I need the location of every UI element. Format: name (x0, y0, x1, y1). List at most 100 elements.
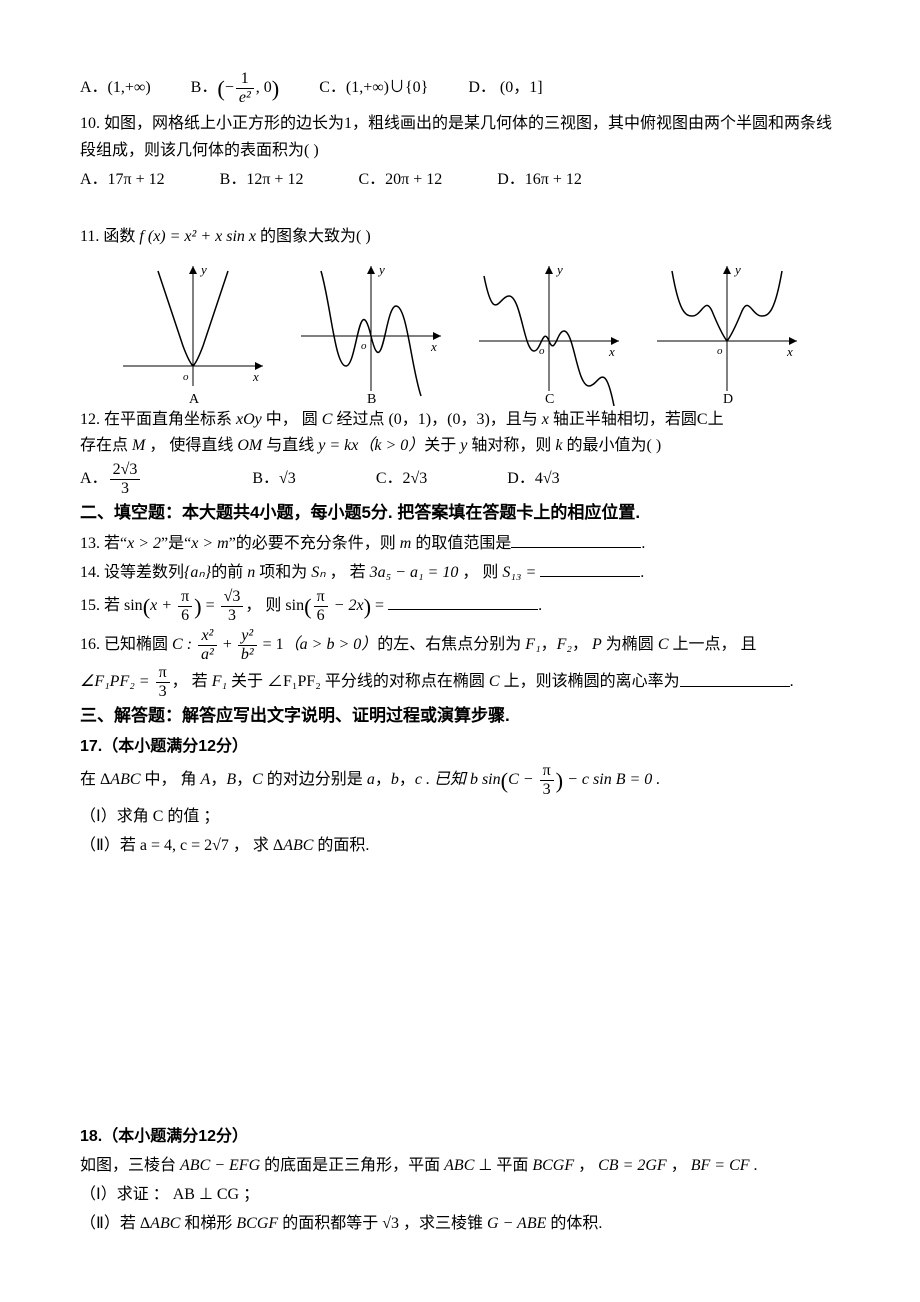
q16-f2: F₂ (557, 637, 572, 654)
q11-suffix: 的图象大致为( ) (256, 228, 371, 245)
q14-blank (540, 560, 640, 577)
q16-eq1: = 1 (259, 637, 284, 654)
q17-p2b: 的面积. (313, 837, 369, 854)
q14-d: ， 若 (326, 564, 370, 581)
q15-b: ， 则 sin (245, 597, 304, 614)
q12-a-den: 3 (110, 480, 141, 497)
q18-gabe: G − ABE (487, 1215, 546, 1232)
spacer (80, 861, 840, 1121)
q12-xoy: xOy (236, 411, 262, 428)
q13-c2: x > m (191, 535, 228, 552)
q17-c2b: ， (399, 771, 415, 788)
q12-l1d: 轴正半轴相切，若圆C上 (549, 411, 724, 428)
q11-graphs: y x o A y x o B y x o C (80, 256, 840, 406)
q12-k: k (555, 437, 562, 454)
q12-l1b: 中， 圆 (262, 411, 322, 428)
q12-m: M (132, 437, 145, 454)
q17-p1: （Ⅰ）求角 C 的值 ； (80, 803, 840, 830)
q18-p2b: 和梯形 (180, 1215, 236, 1232)
q12-a-num: 2√3 (110, 462, 141, 480)
q9-b-prefix: B． (191, 79, 218, 96)
q17-l1e: − c sin B = 0 . (563, 771, 660, 788)
q10-a: A．17π + 12 (80, 166, 165, 193)
q14-e: ， 则 (458, 564, 502, 581)
q12-line2: 存在点 M ， 使得直线 OM 与直线 y = kx（k > 0）关于 y 轴对… (80, 434, 840, 458)
q14-an: {aₙ} (184, 564, 211, 581)
q13-c: ”的必要不充分条件，则 (229, 535, 400, 552)
q16-f2n: y² (238, 628, 257, 646)
q17-A: A (201, 771, 211, 788)
q9-opt-b: B．(−1e², 0) (191, 70, 280, 108)
q12-ykx: y = kx (318, 437, 358, 454)
q16-end: . (790, 674, 794, 691)
q18-abcp: ABC (444, 1157, 474, 1174)
q15-blank (388, 593, 538, 610)
q17-fd: 3 (540, 781, 554, 798)
q16-p: P (592, 637, 602, 654)
q12-l2e: 轴对称，则 (467, 437, 555, 454)
axis-x-d: x (786, 344, 793, 359)
q12-opt-d: D．4√3 (507, 465, 559, 492)
q18-l1e: . (750, 1157, 758, 1174)
q18-l1d: ， (667, 1157, 691, 1174)
q16-afn: π (156, 665, 170, 683)
axis-o-c: o (539, 345, 545, 357)
q15-arg1-pre: x + (150, 597, 176, 614)
axis-y-d: y (733, 262, 741, 277)
q16-l2: ∠F₁PF₂ = π3， 若 F₁ 关于 ∠F₁PF₂ 平分线的对称点在椭圆 C… (80, 665, 840, 700)
q14-c: 项和为 (255, 564, 311, 581)
q12-opt-c: C．2√3 (376, 465, 427, 492)
q14-end: . (640, 564, 644, 581)
q10-c: C．20π + 12 (358, 166, 442, 193)
q12-l1c: 经过点 (0，1)，(0，3)，且与 (332, 411, 541, 428)
q14-s13: S₁₃ = (502, 564, 536, 581)
q11-stem: 11. 函数 f (x) = x² + x sin x 的图象大致为( ) (80, 223, 840, 250)
q17-p2: （Ⅱ）若 a = 4, c = 2√7 ， 求 ΔABC 的面积. (80, 832, 840, 859)
q14-a: 14. 设等差数列 (80, 564, 184, 581)
q14-b: 的前 (211, 564, 247, 581)
q13-b: ”是“ (161, 535, 191, 552)
q17-l1d: . 已知 b sin (422, 771, 501, 788)
q16-b: 的左、右焦点分别为 (377, 637, 525, 654)
q12-options: A．2√33 B．√3 C．2√3 D．4√3 (80, 462, 840, 497)
q16-d: 为椭圆 (602, 637, 658, 654)
q9-opt-a: A．(1,+∞) (80, 74, 151, 101)
axis-o-b: o (361, 340, 367, 352)
q18-p1: （Ⅰ）求证 ： AB ⊥ CG ； (80, 1181, 840, 1208)
q17-fn: π (540, 763, 554, 781)
axis-x-b: x (430, 339, 437, 354)
q16-l2b: ， 若 (172, 674, 212, 691)
label-d: D (723, 392, 733, 406)
q16-cm1: ， (541, 637, 557, 654)
q18-l1: 如图，三棱台 ABC − EFG 的底面是正三角形，平面 ABC ⊥ 平面 BC… (80, 1152, 840, 1179)
q17-heading: 17.（本小题满分12分） (80, 733, 840, 760)
section-3-heading: 三、解答题：解答应写出文字说明、证明过程或演算步骤. (80, 702, 840, 731)
q12-line1: 12. 在平面直角坐标系 xOy 中， 圆 C 经过点 (0，1)，(0，3)，… (80, 408, 840, 432)
q10-d: D．16π + 12 (497, 166, 582, 193)
q16-blank (680, 670, 790, 687)
q13-blank (511, 531, 641, 548)
axis-o-d: o (717, 345, 723, 357)
axis-x: x (252, 369, 259, 384)
q17-p2a: （Ⅱ）若 a = 4, c = 2√7 ， 求 Δ (80, 837, 283, 854)
q17-l1b: 中， 角 (141, 771, 201, 788)
q15-eq2: = (371, 597, 388, 614)
q17-c1: ， (210, 771, 226, 788)
q9-b-num: 1 (236, 71, 254, 89)
q15-eq: = (202, 597, 219, 614)
q12-l1a: 12. 在平面直角坐标系 (80, 411, 236, 428)
q13-m: m (400, 535, 412, 552)
q16-clabel: C : (172, 637, 192, 654)
q17-cc: c (415, 771, 422, 788)
q16-f1d: a² (198, 646, 217, 663)
q11-graph-b: y x o B (291, 256, 451, 406)
axis-y-b: y (377, 262, 385, 277)
q12-l2a: 存在点 (80, 437, 132, 454)
axis-x-c: x (608, 344, 615, 359)
q12-l2f: 的最小值为( ) (563, 437, 662, 454)
q13-d: 的取值范围是 (411, 535, 511, 552)
q15-f2d: 6 (314, 607, 328, 624)
q17-a: a (367, 771, 375, 788)
q12-c: C (322, 411, 333, 428)
q17-b: b (391, 771, 399, 788)
